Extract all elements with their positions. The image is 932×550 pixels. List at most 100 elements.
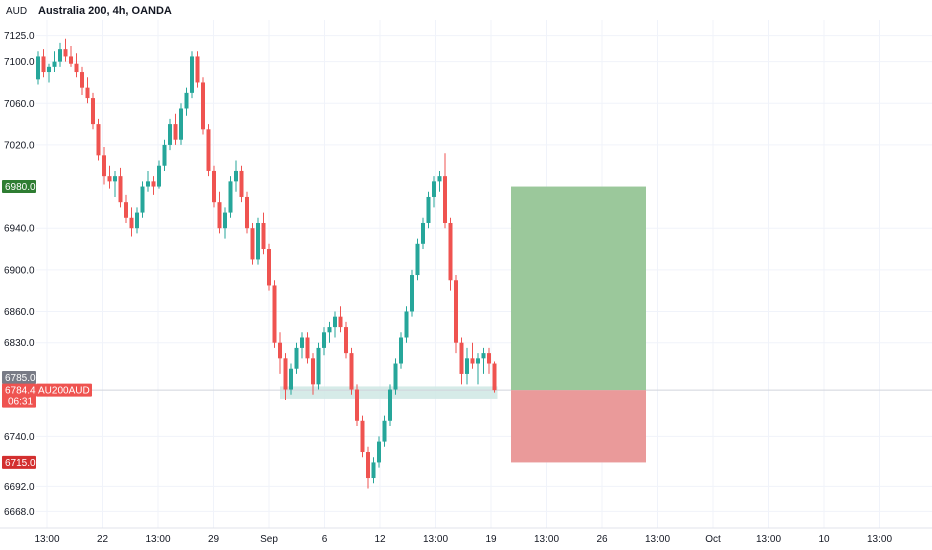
candle (360, 415, 365, 458)
candle-body (360, 420, 365, 453)
candle-body (217, 202, 222, 229)
candle-body (250, 228, 255, 260)
candle-body (212, 170, 216, 203)
candle (140, 181, 145, 218)
candle (272, 280, 277, 348)
candle-body (80, 72, 84, 88)
candle-body (344, 327, 348, 354)
candle-body (206, 129, 211, 171)
candle (283, 353, 288, 400)
candle-body (228, 181, 233, 213)
candle (190, 51, 194, 99)
candle-body (102, 155, 106, 177)
candle (426, 191, 431, 229)
candle (74, 53, 79, 78)
candle (327, 321, 332, 343)
candle (492, 361, 497, 393)
candle-body (448, 222, 453, 281)
candle-body (47, 66, 51, 73)
candle (305, 332, 310, 364)
candle (113, 170, 117, 197)
candle-body (476, 358, 480, 364)
candle-body (465, 358, 469, 374)
candle-body (415, 243, 420, 276)
y-tick-label: 6830.0 (4, 338, 35, 349)
candle (41, 49, 46, 78)
y-tick-label: 7060.0 (4, 99, 35, 110)
candle-body (333, 316, 337, 328)
candle (382, 415, 387, 447)
position-zones (36, 186, 932, 463)
candle (36, 51, 40, 85)
stop-price-tag: 6715.0 (2, 455, 36, 469)
x-tick-label: 13:00 (145, 534, 170, 545)
candle-body (377, 441, 381, 463)
last-price-tag: 6784.4 06:31 (2, 383, 36, 408)
candle-body (41, 56, 46, 73)
candle-body (327, 327, 332, 333)
candle (399, 332, 403, 369)
svg-text:06:31: 06:31 (8, 397, 33, 408)
chart-title: Australia 200, 4h, OANDA (38, 5, 172, 17)
candle-body (58, 49, 62, 62)
candle (91, 92, 95, 130)
svg-text:6715.0: 6715.0 (5, 458, 36, 469)
x-tick-label: 12 (374, 534, 386, 545)
candle (432, 176, 436, 208)
candle-body (316, 347, 321, 385)
candle (454, 275, 458, 354)
loss-zone (511, 390, 646, 463)
candle (63, 38, 68, 62)
candle-body (91, 98, 95, 125)
candle-body (371, 462, 376, 479)
candle (234, 160, 238, 192)
candle (157, 160, 161, 189)
candle-body (239, 170, 244, 197)
candle-body (294, 347, 299, 369)
candle (294, 342, 299, 374)
candle-body (96, 124, 101, 156)
candle (267, 243, 271, 291)
candle-body (140, 186, 145, 213)
x-tick-label: 19 (485, 534, 497, 545)
candle (316, 342, 321, 390)
x-tick-label: 13:00 (867, 534, 892, 545)
y-tick-label: 6900.0 (4, 265, 35, 276)
candle (300, 332, 304, 359)
candle (371, 457, 376, 484)
candle (47, 63, 51, 83)
x-tick-label: 22 (97, 534, 109, 545)
candle (245, 191, 249, 234)
x-tick-label: 29 (208, 534, 220, 545)
x-tick-label: 13:00 (534, 534, 559, 545)
candle (228, 176, 233, 218)
candle-body (190, 56, 194, 93)
y-tick-label: 6860.0 (4, 307, 35, 318)
y-tick-label: 7125.0 (4, 31, 35, 42)
candle (206, 124, 211, 177)
grid-lines (36, 20, 932, 528)
candle-body (135, 212, 139, 229)
candle (151, 176, 156, 195)
candle (69, 46, 73, 67)
candle-body (179, 108, 183, 140)
candle-body (74, 63, 79, 73)
candle-body (481, 353, 486, 359)
candle (487, 347, 491, 374)
y-tick-label: 7100.0 (4, 57, 35, 68)
candle-body (382, 420, 387, 442)
candle-body (256, 222, 260, 260)
symbol-tag: AU200AUD (36, 383, 92, 397)
candle (481, 347, 486, 374)
candle-body (52, 61, 57, 67)
y-tick-label: 6668.0 (4, 507, 35, 518)
candle-body (322, 332, 326, 348)
candle (311, 353, 315, 395)
candle-body (305, 337, 310, 359)
profit-zone (511, 186, 646, 391)
candle-body (393, 363, 398, 390)
x-tick-label: 13:00 (423, 534, 448, 545)
candle (289, 363, 293, 395)
x-tick-label: Oct (705, 534, 721, 545)
